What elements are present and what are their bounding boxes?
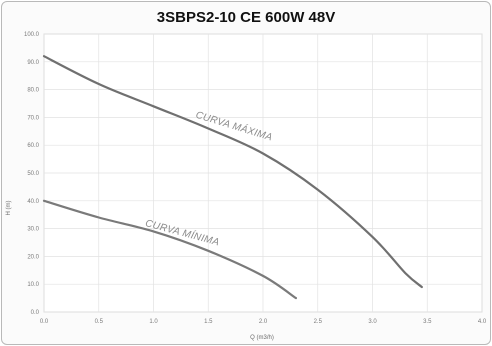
y-axis-label: H (m): [6, 201, 12, 216]
y-tick-label: 100.0: [24, 32, 40, 38]
x-tick-label: 2.5: [314, 319, 323, 325]
y-tick-label: 40.0: [27, 199, 39, 205]
y-tick-label: 0.0: [31, 310, 40, 316]
x-tick-label: 3.0: [368, 319, 377, 325]
chart-title: 3SBPS2-10 CE 600W 48V: [156, 9, 336, 26]
x-axis-label: Q (m3/h): [250, 335, 274, 341]
y-tick-label: 80.0: [27, 88, 39, 94]
x-tick-label: 0.0: [40, 319, 49, 325]
y-tick-label: 10.0: [27, 282, 39, 288]
curve-minima-line: [42, 199, 297, 300]
x-tick-label: 0.5: [95, 319, 104, 325]
y-tick-label: 60.0: [27, 143, 39, 149]
series: [42, 55, 423, 300]
y-tick-label: 90.0: [27, 60, 39, 66]
y-tick-label: 20.0: [27, 254, 39, 260]
y-tick-label: 30.0: [27, 227, 39, 233]
y-tick-label: 70.0: [27, 115, 39, 121]
tick-labels: 0.0 0.5 1.0 1.5 2.0 2.5 3.0 3.5 4.0 0.0 10.0 20.0 30…: [24, 32, 487, 325]
x-tick-label: 2.0: [259, 319, 268, 325]
x-tick-label: 1.5: [204, 319, 213, 325]
x-tick-label: 3.5: [423, 319, 432, 325]
y-tick-label: 50.0: [27, 171, 39, 177]
x-tick-label: 4.0: [478, 319, 487, 325]
grid: [43, 33, 483, 313]
x-tick-label: 1.0: [149, 319, 158, 325]
curve-maxima-line: [42, 55, 423, 289]
